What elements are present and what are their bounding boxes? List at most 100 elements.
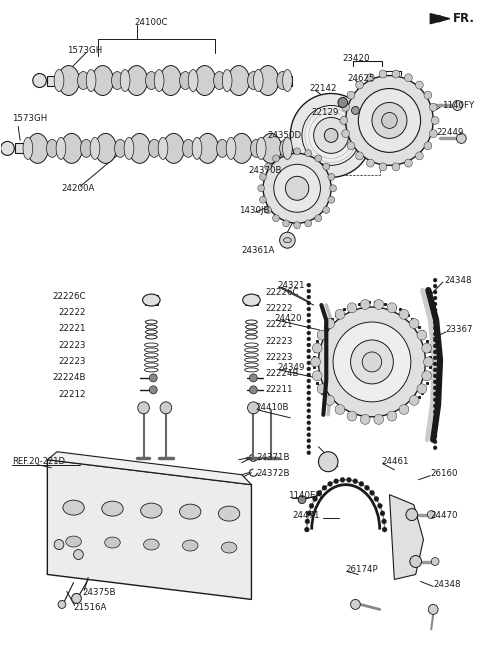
Circle shape — [307, 331, 311, 335]
Circle shape — [280, 232, 295, 248]
Circle shape — [350, 340, 393, 384]
Circle shape — [433, 326, 437, 330]
Circle shape — [423, 357, 433, 367]
Text: 21516A: 21516A — [73, 603, 107, 612]
Text: 24461: 24461 — [382, 457, 409, 466]
Circle shape — [260, 173, 266, 181]
Circle shape — [58, 600, 66, 608]
Circle shape — [273, 155, 279, 162]
Ellipse shape — [86, 70, 96, 91]
Text: 22129: 22129 — [312, 108, 339, 117]
Ellipse shape — [27, 133, 48, 164]
Text: 22222: 22222 — [59, 307, 86, 317]
Ellipse shape — [61, 133, 83, 164]
Circle shape — [258, 185, 264, 192]
Circle shape — [433, 422, 437, 426]
Text: 22223: 22223 — [265, 353, 292, 363]
Circle shape — [433, 332, 437, 336]
Ellipse shape — [77, 72, 89, 89]
Circle shape — [359, 89, 420, 152]
Circle shape — [302, 106, 360, 166]
Ellipse shape — [180, 504, 201, 519]
Circle shape — [382, 519, 386, 524]
Circle shape — [311, 357, 321, 367]
Ellipse shape — [144, 539, 159, 550]
Circle shape — [433, 440, 437, 443]
Ellipse shape — [95, 133, 116, 164]
Ellipse shape — [143, 294, 160, 306]
Text: 24625: 24625 — [348, 74, 375, 83]
Text: 22226C: 22226C — [265, 288, 299, 296]
Circle shape — [433, 380, 437, 384]
Circle shape — [305, 519, 310, 524]
Circle shape — [360, 415, 370, 424]
Circle shape — [307, 349, 311, 353]
Circle shape — [0, 141, 14, 155]
Circle shape — [307, 427, 311, 431]
Circle shape — [347, 478, 351, 482]
Text: 22223: 22223 — [59, 342, 86, 350]
Circle shape — [433, 404, 437, 408]
Ellipse shape — [243, 294, 260, 306]
Text: 22211: 22211 — [265, 386, 292, 394]
Circle shape — [264, 163, 271, 170]
Circle shape — [73, 549, 84, 560]
Text: 22226C: 22226C — [53, 292, 86, 300]
Text: 23420: 23420 — [343, 54, 370, 63]
Circle shape — [307, 403, 311, 407]
Circle shape — [315, 155, 322, 162]
Circle shape — [248, 402, 259, 414]
Circle shape — [392, 163, 400, 171]
Circle shape — [433, 338, 437, 342]
Circle shape — [315, 215, 322, 221]
Circle shape — [294, 221, 300, 229]
Circle shape — [294, 148, 300, 155]
Circle shape — [362, 352, 382, 372]
Circle shape — [399, 405, 409, 415]
Circle shape — [346, 76, 433, 166]
Text: 24372B: 24372B — [256, 469, 290, 478]
Ellipse shape — [141, 503, 162, 518]
Circle shape — [307, 439, 311, 443]
Circle shape — [33, 74, 47, 87]
Circle shape — [405, 74, 412, 81]
Circle shape — [260, 196, 266, 203]
Circle shape — [433, 308, 437, 312]
Circle shape — [409, 319, 419, 328]
Circle shape — [307, 373, 311, 377]
Circle shape — [380, 511, 385, 516]
Circle shape — [433, 350, 437, 354]
Circle shape — [342, 103, 349, 111]
Text: 1140FY: 1140FY — [442, 101, 474, 110]
Circle shape — [325, 319, 335, 328]
Circle shape — [307, 313, 311, 317]
Text: 24420: 24420 — [275, 313, 302, 323]
Ellipse shape — [105, 537, 120, 548]
Circle shape — [250, 374, 257, 382]
Circle shape — [424, 91, 432, 99]
Circle shape — [427, 510, 435, 518]
Circle shape — [430, 103, 437, 111]
Ellipse shape — [197, 133, 218, 164]
Ellipse shape — [66, 536, 82, 547]
Ellipse shape — [114, 139, 126, 158]
Circle shape — [431, 116, 439, 124]
Circle shape — [307, 337, 311, 341]
Text: REF.20-221D: REF.20-221D — [12, 457, 65, 466]
Circle shape — [273, 215, 279, 221]
Ellipse shape — [92, 66, 113, 95]
Circle shape — [422, 371, 432, 381]
Circle shape — [372, 102, 407, 139]
Ellipse shape — [257, 66, 279, 95]
Circle shape — [433, 374, 437, 378]
Text: 24410B: 24410B — [255, 403, 289, 413]
Circle shape — [433, 392, 437, 396]
Circle shape — [72, 593, 82, 603]
Circle shape — [428, 604, 438, 614]
Circle shape — [317, 490, 322, 495]
Circle shape — [54, 539, 64, 549]
Circle shape — [433, 344, 437, 348]
Circle shape — [392, 70, 400, 78]
Circle shape — [307, 355, 311, 359]
Ellipse shape — [90, 137, 100, 160]
